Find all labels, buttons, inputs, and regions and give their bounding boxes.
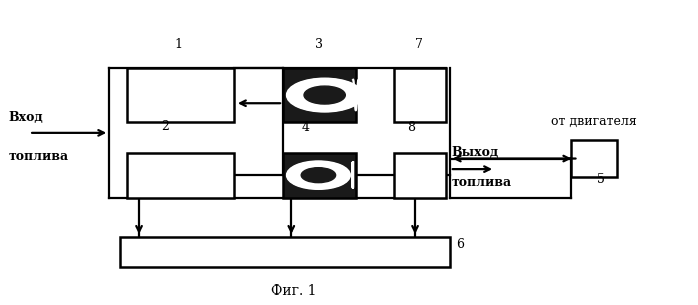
- Bar: [119, 237, 450, 267]
- Text: топлива: топлива: [8, 150, 68, 163]
- Text: топлива: топлива: [451, 176, 512, 189]
- Circle shape: [287, 162, 350, 189]
- Bar: [394, 68, 446, 122]
- Text: 7: 7: [415, 38, 422, 51]
- Bar: [126, 68, 235, 122]
- Text: 5: 5: [597, 173, 604, 186]
- Text: 1: 1: [174, 38, 183, 51]
- Text: 4: 4: [302, 121, 310, 135]
- Text: Фиг. 1: Фиг. 1: [271, 284, 316, 298]
- Text: Вход: Вход: [8, 111, 43, 124]
- Bar: [572, 140, 616, 177]
- Bar: [283, 68, 356, 122]
- Text: 8: 8: [408, 121, 415, 135]
- Text: Выход: Выход: [451, 145, 498, 159]
- Text: от двигателя: от двигателя: [551, 115, 637, 128]
- Circle shape: [287, 79, 362, 111]
- Text: 6: 6: [456, 238, 464, 251]
- Text: 3: 3: [315, 38, 323, 51]
- Text: 2: 2: [161, 120, 169, 133]
- Circle shape: [302, 168, 336, 183]
- Bar: [394, 152, 446, 198]
- Bar: [283, 152, 356, 198]
- Bar: [126, 152, 235, 198]
- Circle shape: [304, 86, 346, 104]
